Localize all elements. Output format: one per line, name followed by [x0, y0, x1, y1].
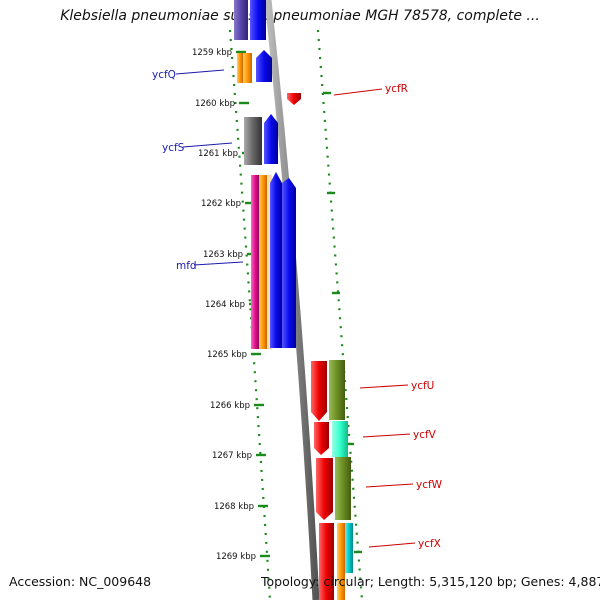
- gene-arrow[interactable]: [264, 114, 278, 164]
- gene-label-ycfQ[interactable]: ycfQ: [152, 69, 176, 81]
- gene-arrow[interactable]: [311, 361, 327, 421]
- label-leader: [175, 69, 225, 75]
- tick-label: 1260 kbp: [195, 99, 235, 109]
- gene-arrow[interactable]: [314, 422, 329, 455]
- right-gene-labels: ycfR ycfU ycfV ycfW ycfX: [333, 83, 443, 550]
- label-leader: [359, 384, 409, 389]
- label-leader: [193, 261, 244, 266]
- gene-feature[interactable]: [345, 523, 353, 573]
- gene-arrow[interactable]: [316, 458, 333, 520]
- gene-arrow[interactable]: [287, 93, 301, 105]
- tick-label: 1262 kbp: [201, 199, 241, 209]
- accession-text: Accession: NC_009648: [9, 574, 152, 589]
- gene-label-ycfW[interactable]: ycfW: [416, 479, 443, 491]
- reverse-strand-genes: [287, 93, 353, 600]
- gene-feature[interactable]: [234, 0, 248, 40]
- tick-label: 1265 kbp: [207, 350, 247, 360]
- label-leader: [333, 88, 383, 96]
- tick-label: 1261 kbp: [198, 149, 238, 159]
- label-leader: [365, 483, 414, 488]
- gene-feature[interactable]: [259, 175, 267, 349]
- gene-arrow[interactable]: [256, 50, 272, 82]
- gene-feature[interactable]: [319, 523, 334, 600]
- gene-feature[interactable]: [237, 53, 243, 83]
- gene-feature[interactable]: [250, 0, 266, 40]
- label-leader: [182, 142, 233, 148]
- label-leader: [362, 433, 411, 438]
- tick-label: 1266 kbp: [210, 401, 250, 411]
- gene-feature[interactable]: [244, 117, 262, 165]
- gene-label-ycfX[interactable]: ycfX: [418, 538, 441, 550]
- gene-feature[interactable]: [329, 360, 345, 420]
- gene-label-mfd[interactable]: mfd: [176, 260, 197, 272]
- label-leader: [368, 542, 416, 548]
- left-gene-labels: ycfQ ycfS mfd: [152, 69, 244, 272]
- gene-feature[interactable]: [337, 523, 345, 600]
- tick-label: 1264 kbp: [205, 300, 245, 310]
- gene-label-ycfS[interactable]: ycfS: [162, 142, 185, 154]
- gene-feature[interactable]: [251, 175, 259, 349]
- gene-label-ycfV[interactable]: ycfV: [413, 429, 437, 441]
- gene-arrow[interactable]: [282, 178, 296, 348]
- tick-label: 1269 kbp: [216, 552, 256, 562]
- genome-title: Klebsiella pneumoniae subsp. pneumoniae …: [60, 8, 540, 24]
- forward-strand-genes: [234, 0, 296, 349]
- tick-label: 1259 kbp: [192, 48, 232, 58]
- topology-summary-text: Topology: circular; Length: 5,315,120 bp…: [261, 574, 600, 589]
- tick-label: 1268 kbp: [214, 502, 254, 512]
- tick-label: 1263 kbp: [203, 250, 243, 260]
- tick-label: 1267 kbp: [212, 451, 252, 461]
- gene-label-ycfU[interactable]: ycfU: [411, 380, 434, 392]
- gene-arrow[interactable]: [270, 172, 282, 348]
- gene-feature[interactable]: [332, 421, 348, 457]
- gene-label-ycfR[interactable]: ycfR: [385, 83, 408, 95]
- gene-feature[interactable]: [243, 53, 252, 83]
- inner-tick-ring: [316, 29, 364, 600]
- gene-feature[interactable]: [335, 457, 351, 520]
